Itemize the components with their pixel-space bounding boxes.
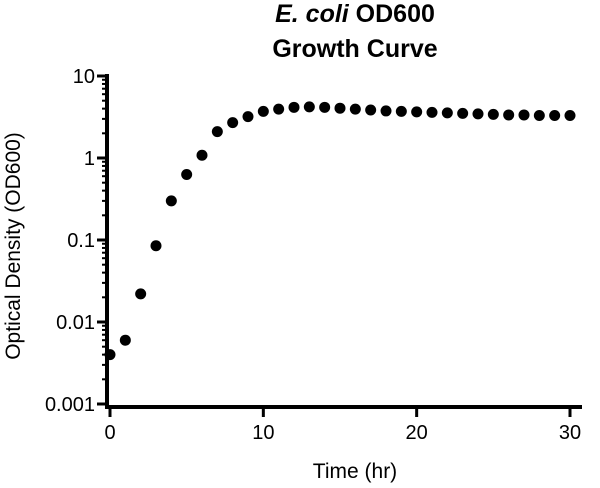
data-point	[487, 108, 499, 120]
data-point	[303, 101, 315, 113]
data-point	[365, 104, 377, 116]
x-tick-label: 20	[406, 422, 428, 444]
data-point	[441, 107, 453, 119]
chart-title-line2: Growth Curve	[272, 35, 437, 63]
data-point	[165, 195, 177, 207]
chart-title-line1: E. coli OD600	[275, 0, 435, 28]
y-tick-label: 0.1	[67, 230, 95, 252]
y-tick-label: 10	[73, 66, 95, 88]
data-point	[395, 105, 407, 117]
data-point	[242, 111, 254, 123]
data-point	[119, 334, 131, 346]
data-point	[426, 106, 438, 118]
axes	[105, 74, 582, 409]
data-point	[273, 103, 285, 115]
data-point	[288, 101, 300, 113]
data-point	[227, 117, 239, 129]
x-tick-label: 0	[104, 422, 115, 444]
data-point	[319, 101, 331, 113]
y-axis-label: Optical Density (OD600)	[2, 132, 25, 360]
chart-title-rest: OD600	[349, 0, 435, 28]
y-tick-label: 1	[84, 148, 95, 170]
data-point	[472, 108, 484, 120]
data-point	[411, 106, 423, 118]
y-tick-label: 0.001	[45, 394, 95, 416]
data-point	[533, 109, 545, 121]
chart-title-italic: E. coli	[275, 0, 350, 28]
x-tick-label: 30	[559, 422, 581, 444]
data-point	[211, 126, 223, 138]
data-point	[518, 109, 530, 121]
y-tick-label: 0.01	[56, 312, 95, 334]
data-point	[349, 103, 361, 115]
x-tick-label: 10	[252, 422, 274, 444]
data-point	[457, 107, 469, 119]
data-point	[104, 349, 116, 361]
data-point	[257, 105, 269, 117]
data-point	[135, 288, 147, 300]
data-point	[549, 109, 561, 121]
data-point	[150, 240, 162, 252]
ticks: 0.001 0.01 0.1 1 10 0 10 20 30	[45, 66, 581, 444]
data-points	[104, 101, 576, 361]
data-point	[196, 149, 208, 161]
data-point	[503, 109, 515, 121]
data-point	[334, 102, 346, 114]
data-point	[380, 105, 392, 117]
data-point	[181, 168, 193, 180]
data-point	[564, 109, 576, 121]
x-axis-label: Time (hr)	[313, 460, 397, 483]
